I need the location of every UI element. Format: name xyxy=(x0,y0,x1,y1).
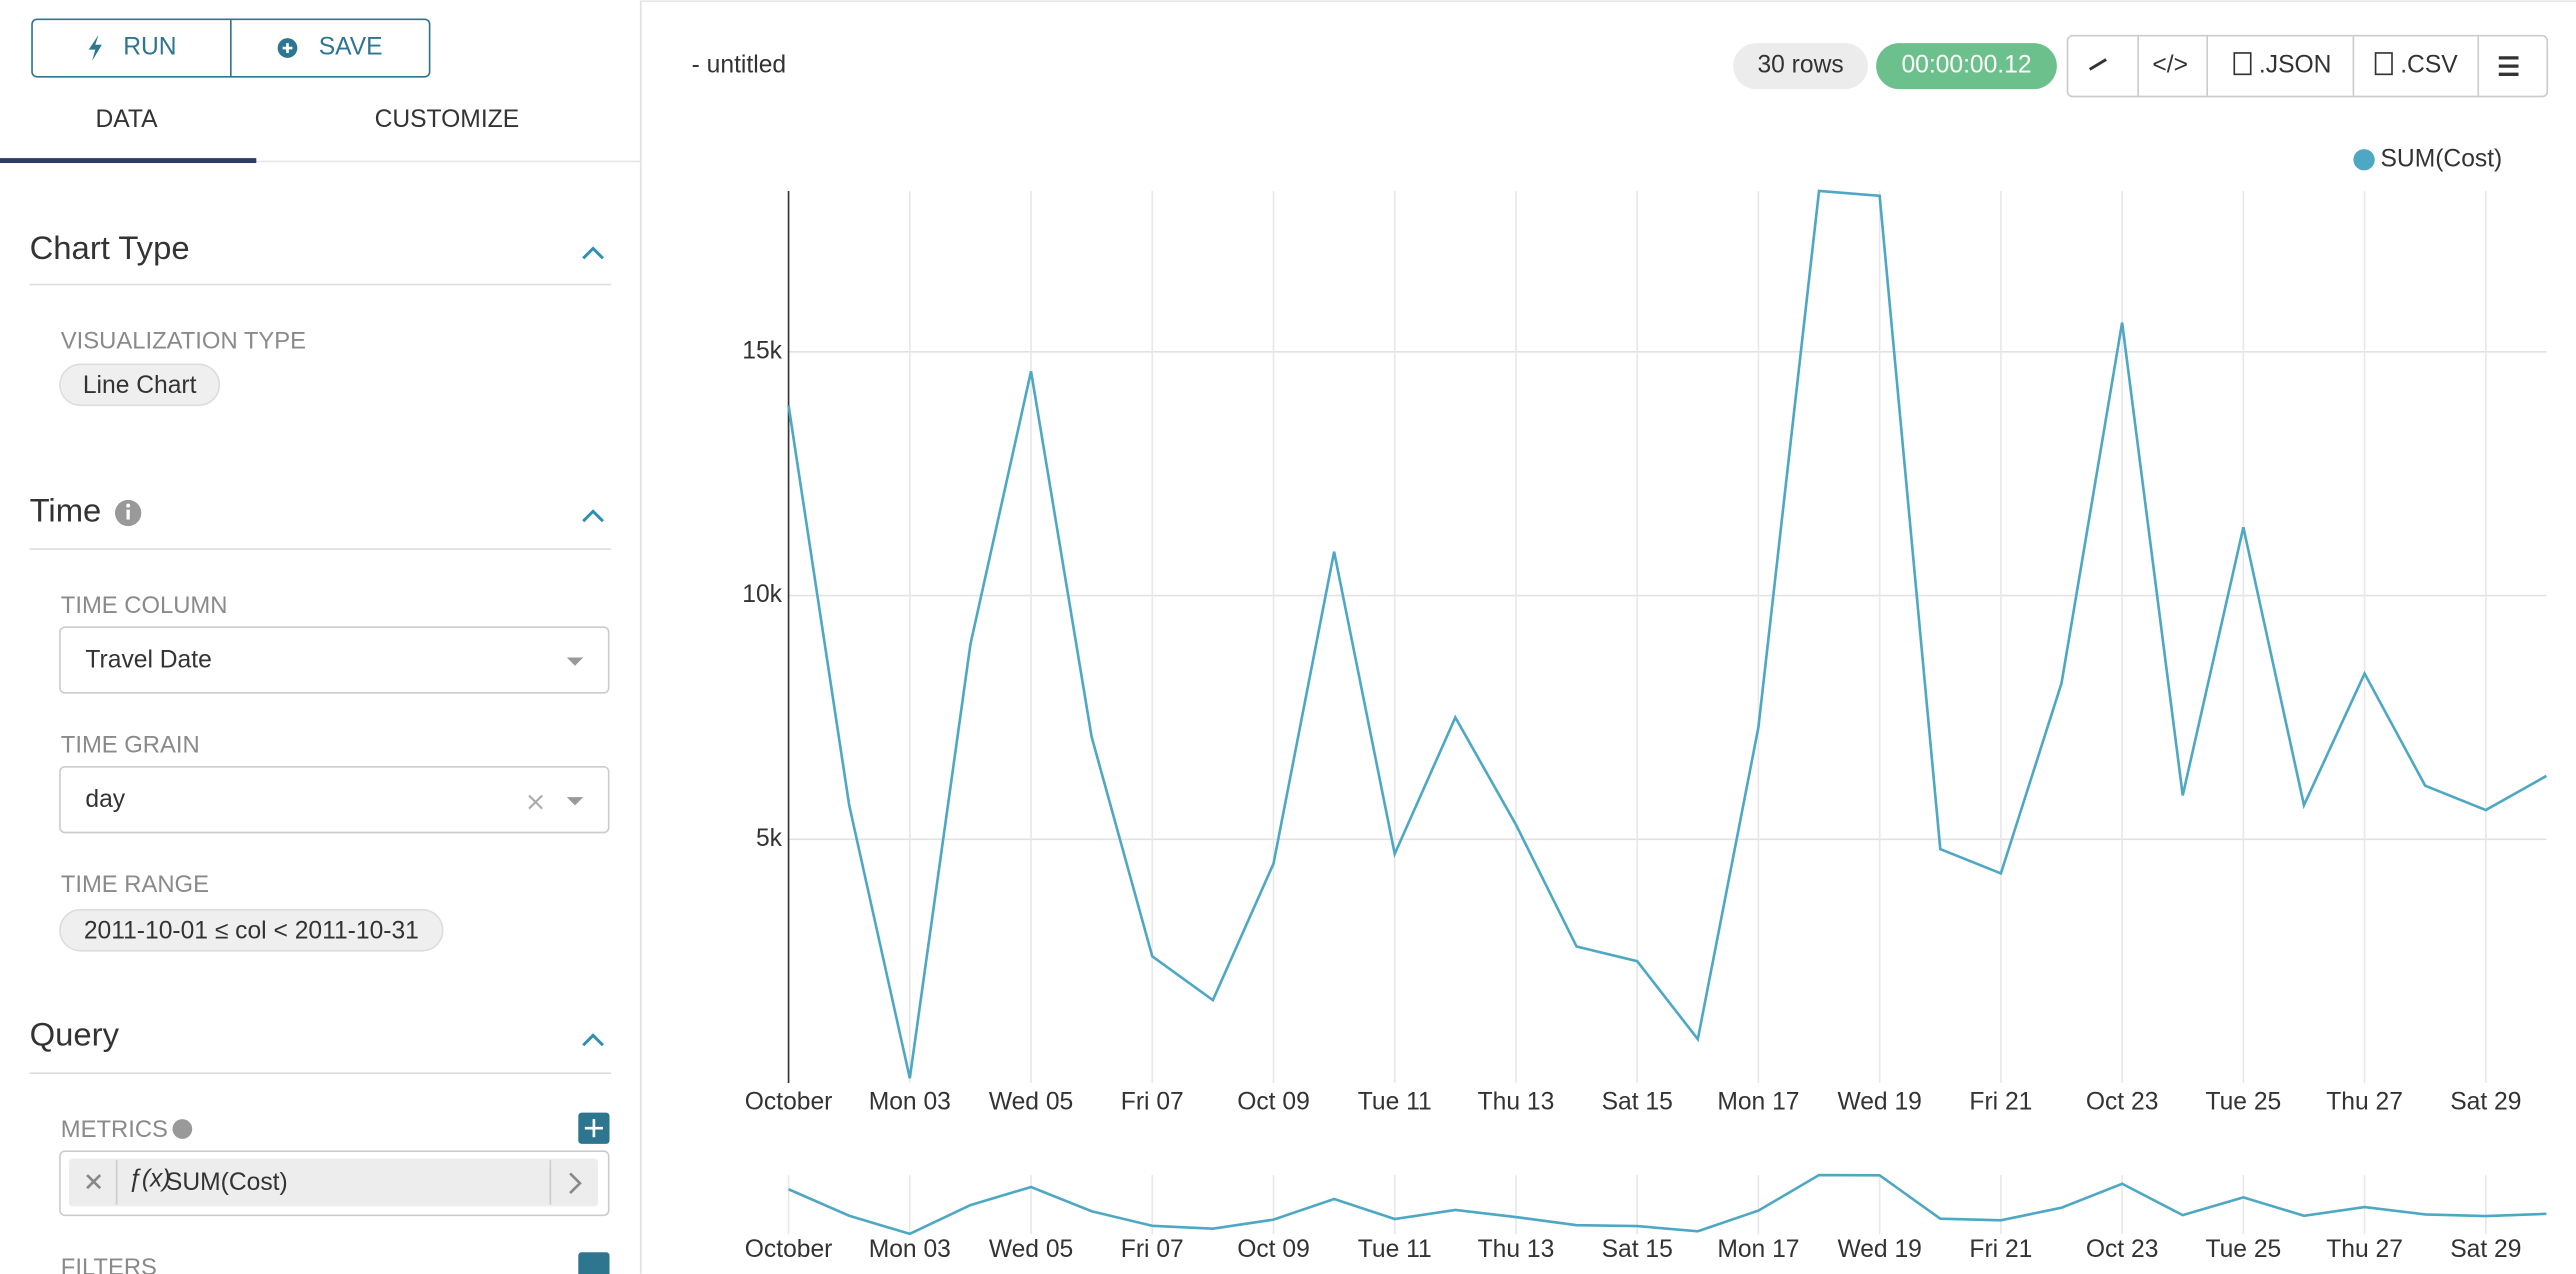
field-label: TIME RANGE xyxy=(61,871,209,898)
x-tick-label: Tue 11 xyxy=(1358,1088,1432,1115)
badge xyxy=(1876,43,2057,90)
x-tick-label: Wed 05 xyxy=(989,1088,1073,1115)
clear-icon[interactable] xyxy=(528,794,543,810)
info-icon xyxy=(126,503,131,508)
pill-text: Line Chart xyxy=(83,372,197,399)
save-button[interactable]: SAVE xyxy=(319,34,383,61)
pill-text: 2011-10-01 ≤ col < 2011-10-31 xyxy=(84,917,419,944)
brush-line xyxy=(788,1173,2547,1236)
x-tick-label: Fri 21 xyxy=(1969,1088,2032,1115)
x-tick-label: Fri 21 xyxy=(1969,1236,2032,1263)
y-tick-label: 5k xyxy=(756,825,783,852)
x-tick-label: Fri 07 xyxy=(1121,1088,1184,1115)
chevron[interactable] xyxy=(582,509,604,523)
metric-name: SUM(Cost) xyxy=(166,1169,288,1196)
section-title[interactable]: Query xyxy=(30,1016,120,1053)
run-button[interactable]: RUN xyxy=(123,34,176,61)
x-tick-label: Oct 09 xyxy=(1237,1088,1310,1115)
chevron[interactable] xyxy=(569,1172,582,1195)
field-label: METRICS xyxy=(61,1116,168,1143)
x-tick-label: Thu 27 xyxy=(2326,1088,2403,1115)
select-value: Travel Date xyxy=(85,646,211,673)
plus-icon xyxy=(282,43,293,53)
x-tick-label: Wed 05 xyxy=(989,1236,1073,1263)
caret xyxy=(566,797,584,806)
x-tick-label: Sat 29 xyxy=(2450,1088,2521,1115)
x-tick-label: Thu 13 xyxy=(1478,1088,1555,1115)
add-button[interactable] xyxy=(578,1252,610,1274)
x-tick-label: October xyxy=(745,1088,833,1115)
info-icon xyxy=(126,509,130,520)
field-label: VISUALIZATION TYPE xyxy=(61,327,306,354)
info-icon xyxy=(172,1119,193,1139)
pill[interactable] xyxy=(59,363,221,407)
x-tick-label: Sat 15 xyxy=(1602,1236,1673,1263)
page-title: - untitled xyxy=(692,52,786,79)
x-tick-label: Mon 03 xyxy=(869,1236,951,1263)
x-tick-label: Mon 17 xyxy=(1717,1088,1799,1115)
x-tick-label: Sat 29 xyxy=(2450,1236,2521,1263)
x-tick-label: Thu 13 xyxy=(1478,1236,1555,1263)
x-tick-label: Oct 09 xyxy=(1237,1236,1310,1263)
pill[interactable] xyxy=(59,908,444,952)
x-tick-label: Wed 19 xyxy=(1837,1236,1921,1263)
embed-icon[interactable]: </> xyxy=(2152,52,2188,79)
timer: 00:00:00.12 xyxy=(1901,52,2031,79)
section-title[interactable]: Chart Type xyxy=(30,229,190,266)
tab-indicator xyxy=(0,158,257,164)
json-button[interactable]: .JSON xyxy=(2259,52,2332,79)
csv-button[interactable]: .CSV xyxy=(2400,52,2458,79)
x-tick-label: Tue 25 xyxy=(2205,1236,2281,1263)
y-tick-label: 15k xyxy=(742,337,782,364)
legend-marker xyxy=(2353,149,2375,171)
select[interactable] xyxy=(59,626,610,694)
field-label: TIME GRAIN xyxy=(61,732,200,759)
caret xyxy=(566,657,584,666)
link-icon[interactable] xyxy=(2088,58,2107,71)
plus-icon xyxy=(584,1119,603,1138)
x-tick-label: Oct 23 xyxy=(2086,1088,2159,1115)
button-group xyxy=(2066,34,2549,98)
bolt-icon xyxy=(88,34,102,62)
tab[interactable]: DATA xyxy=(95,106,158,133)
field-label: FILTERS xyxy=(61,1254,157,1274)
x-tick-label: Fri 07 xyxy=(1121,1236,1184,1263)
badge xyxy=(1733,43,1868,90)
chevron[interactable] xyxy=(582,246,604,260)
file-icon xyxy=(2374,52,2393,76)
metric-tag[interactable] xyxy=(69,1158,598,1207)
line xyxy=(787,189,2548,1079)
x-tick-label: Mon 17 xyxy=(1717,1236,1799,1263)
section-title[interactable]: Time xyxy=(30,492,102,529)
remove-icon[interactable] xyxy=(86,1174,102,1190)
x-tick-label: Mon 03 xyxy=(869,1088,951,1115)
fx-icon: ƒ(x) xyxy=(128,1165,170,1192)
menu-icon[interactable] xyxy=(2498,56,2519,76)
legend-label: SUM(Cost) xyxy=(2380,145,2502,172)
chevron[interactable] xyxy=(582,1033,604,1047)
x-tick-label: Tue 25 xyxy=(2205,1088,2281,1115)
row-count: 30 rows xyxy=(1757,52,1843,79)
file-icon xyxy=(2233,52,2252,76)
x-tick-label: Thu 27 xyxy=(2326,1236,2403,1263)
x-tick-label: Wed 19 xyxy=(1837,1088,1921,1115)
select-value: day xyxy=(85,786,125,813)
y-tick-label: 10k xyxy=(742,581,782,608)
x-tick-label: Tue 11 xyxy=(1358,1236,1432,1263)
x-tick-label: October xyxy=(745,1236,833,1263)
x-tick-label: Oct 23 xyxy=(2086,1236,2159,1263)
select[interactable] xyxy=(59,765,610,834)
x-tick-label: Sat 15 xyxy=(1602,1088,1673,1115)
chart: 5k 10k 15k October October Mon 03 Mon 03 Wed 05… xyxy=(742,145,2548,1263)
field-label: TIME COLUMN xyxy=(61,592,228,619)
tab[interactable]: CUSTOMIZE xyxy=(375,106,520,133)
